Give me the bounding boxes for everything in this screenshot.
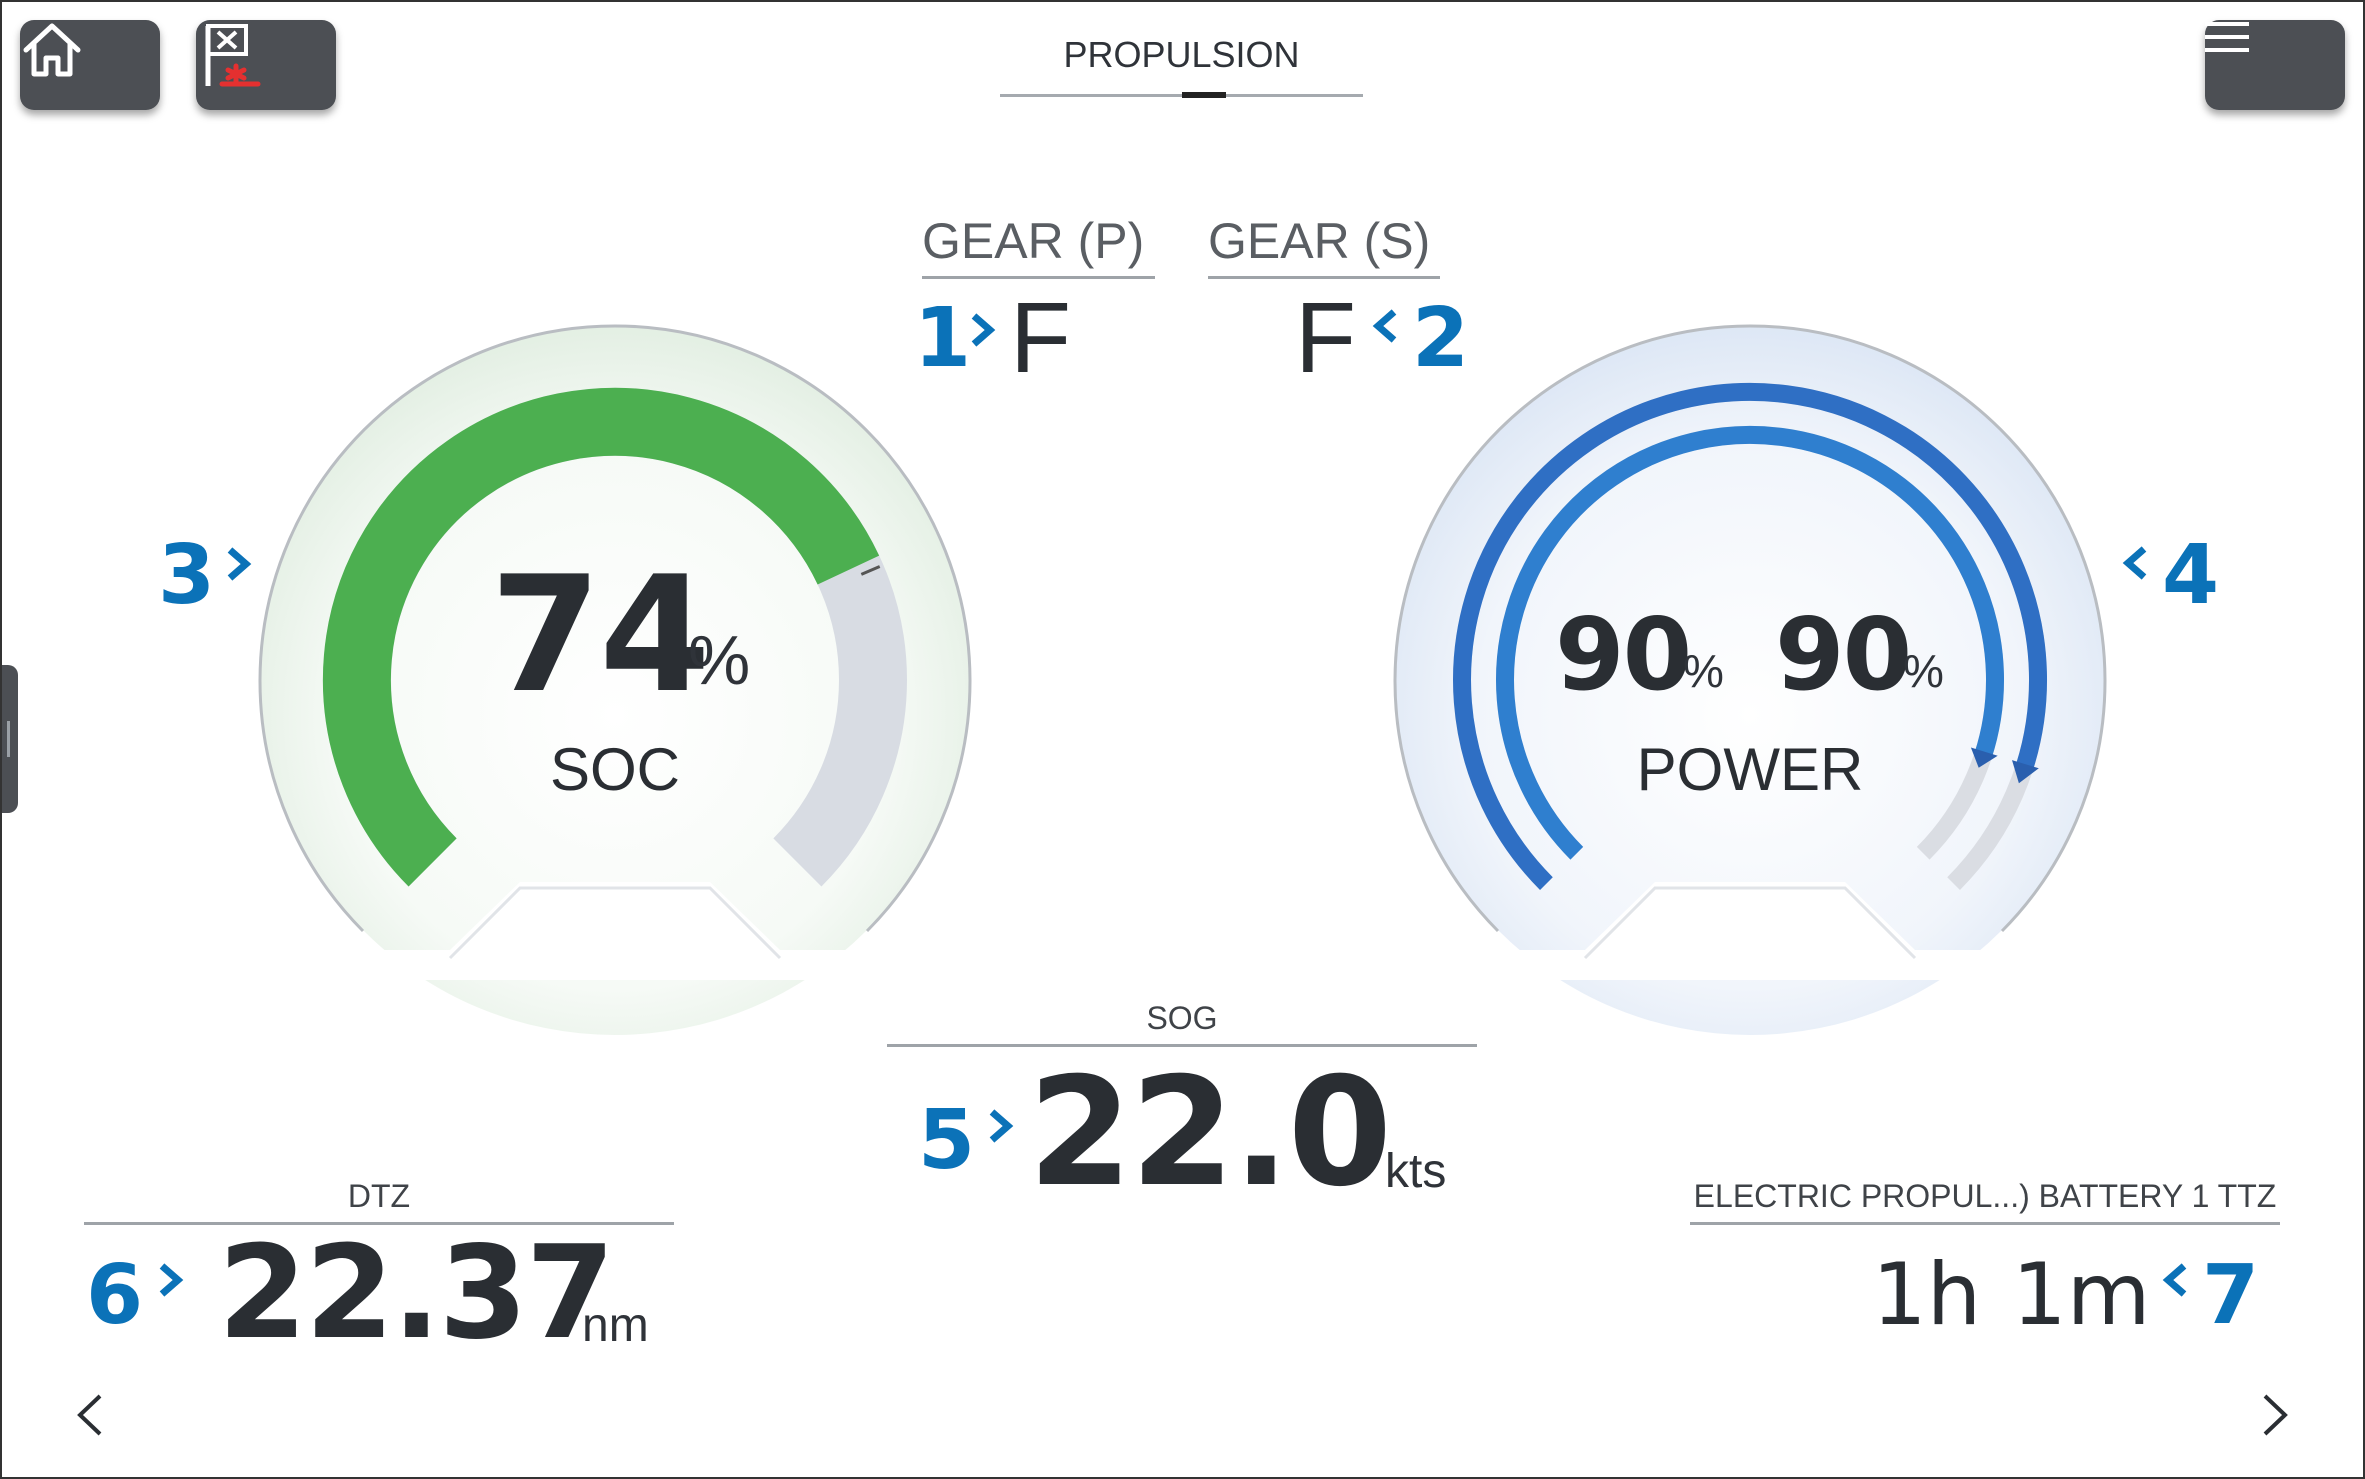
ttz-underline — [1690, 1222, 2280, 1225]
mob-flag-icon — [205, 24, 261, 87]
power-starboard-unit: % — [1903, 645, 1944, 697]
callout-5: 5 — [918, 1093, 976, 1188]
callout-6-arrow-icon — [159, 1263, 184, 1297]
power-gauge-pointer-port — [1970, 747, 1998, 768]
power-gauge-notch-edge — [1583, 886, 1917, 960]
power-starboard-value: 90 — [1775, 596, 1912, 713]
dtz-unit: nm — [582, 1299, 649, 1352]
callout-7-arrow-icon — [2162, 1263, 2187, 1297]
gear-port-label: GEAR (P) — [922, 213, 1145, 269]
dtz-underline — [84, 1222, 674, 1225]
soc-gauge-rim — [258, 324, 972, 933]
callout-2-arrow-icon — [1372, 309, 1397, 343]
soc-gauge — [258, 324, 972, 1035]
soc-gauge-notch-edge — [448, 886, 782, 960]
power-port-value: 90 — [1555, 596, 1692, 713]
soc-gauge-notch — [345, 882, 885, 980]
chevron-right-icon[interactable] — [2255, 1390, 2295, 1440]
page-title: PROPULSION — [1063, 34, 1300, 75]
callout-4: 4 — [2162, 528, 2220, 623]
sidebar-handle-grip — [7, 721, 10, 757]
callout-3: 3 — [158, 528, 216, 623]
hamburger-menu-icon — [2205, 22, 2249, 52]
power-gauge-pointer-starboard — [2012, 760, 2039, 784]
sog-unit: kts — [1385, 1145, 1447, 1198]
sog-label: SOG — [1146, 1000, 1218, 1036]
gear-starboard-label: GEAR (S) — [1208, 213, 1431, 269]
ttz-minutes: 1m — [2012, 1245, 2151, 1345]
soc-gauge-marker — [860, 565, 881, 576]
callout-1-arrow-icon — [971, 313, 996, 347]
callout-4-arrow-icon — [2122, 546, 2147, 580]
soc-value: 74 — [490, 541, 711, 728]
sog-value: 22.0 — [1028, 1046, 1392, 1220]
gear-starboard-value: F — [1295, 282, 1357, 394]
power-gauge-rim — [1393, 324, 2107, 933]
gear-starboard-underline — [1208, 276, 1440, 279]
page-indicator — [1182, 92, 1226, 98]
power-gauge-notch — [1480, 882, 2020, 980]
callout-3-arrow-icon — [227, 547, 252, 581]
power-gauge-fill-port — [1496, 425, 2005, 860]
gear-port-value: F — [1010, 282, 1072, 394]
power-label: POWER — [1636, 736, 1864, 803]
menu-button[interactable] — [2205, 20, 2345, 110]
chevron-left-icon[interactable] — [70, 1390, 110, 1440]
sidebar-handle[interactable] — [0, 665, 18, 813]
power-gauge — [1393, 324, 2107, 1035]
gear-port-underline — [922, 276, 1155, 279]
callout-1: 1 — [914, 291, 972, 386]
ttz-label: ELECTRIC PROPUL...) BATTERY 1 TTZ — [1693, 1178, 2277, 1214]
home-icon — [23, 23, 81, 77]
callout-7: 7 — [2202, 1248, 2260, 1343]
ttz-hours: 1h — [1872, 1245, 1982, 1345]
power-gauge-fill-starboard — [1453, 382, 2047, 890]
page-title-underline — [1000, 94, 1363, 97]
power-port-unit: % — [1683, 645, 1724, 697]
callout-5-arrow-icon — [989, 1109, 1014, 1143]
callout-2: 2 — [1412, 291, 1470, 386]
dtz-label: DTZ — [347, 1178, 411, 1214]
home-button[interactable] — [20, 20, 160, 110]
callout-6: 6 — [86, 1248, 144, 1343]
soc-unit: % — [688, 621, 751, 699]
dtz-value: 22.37 — [218, 1219, 615, 1368]
soc-label: SOC — [549, 736, 681, 803]
mob-waypoint-button[interactable] — [196, 20, 336, 110]
soc-gauge-fill — [322, 387, 880, 887]
sog-underline — [887, 1044, 1477, 1047]
